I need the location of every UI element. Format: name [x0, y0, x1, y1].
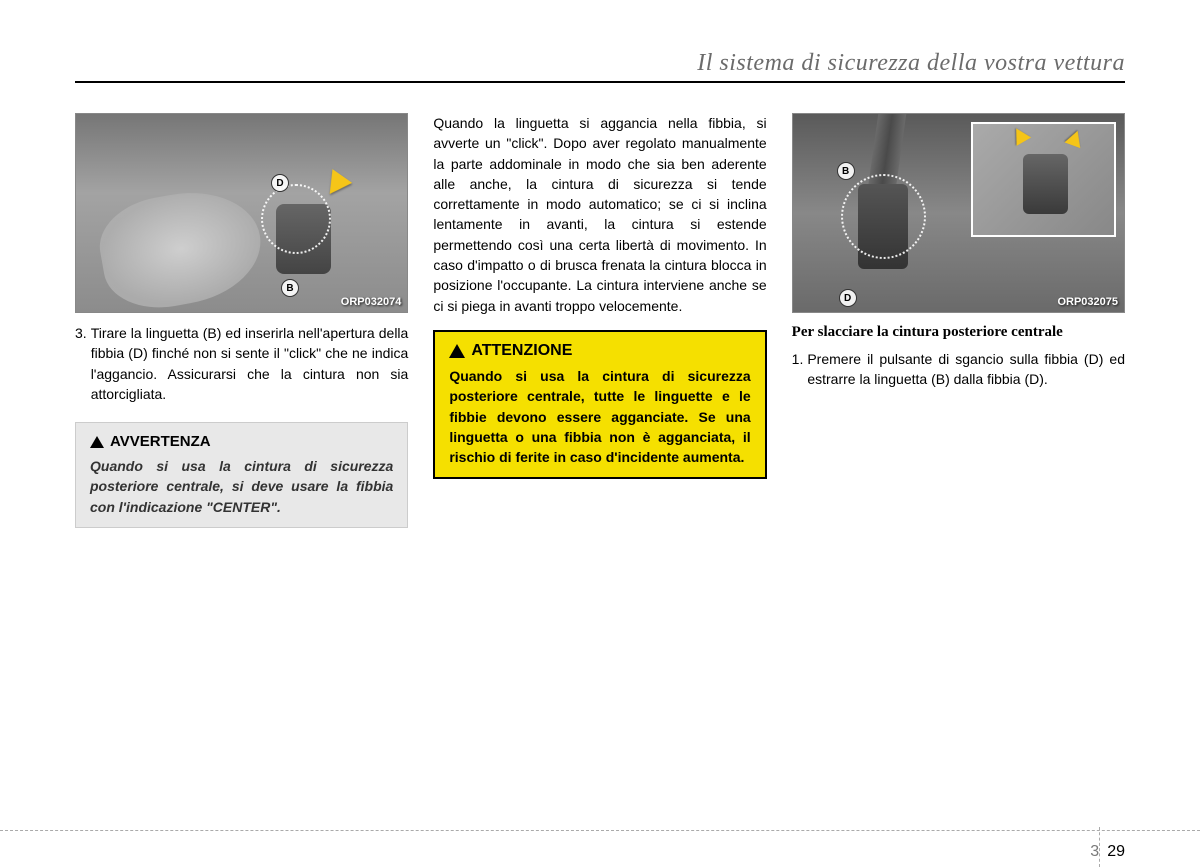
figure2-inset-buckle	[1023, 154, 1068, 214]
callout-d2: D	[839, 289, 857, 307]
caution-box: ATTENZIONE Quando si usa la cintura di s…	[433, 330, 766, 479]
warning-title: AVVERTENZA	[110, 433, 211, 450]
callout-d: D	[271, 174, 289, 192]
column-right: B D ORP032075 Per slacciare la cintura p…	[792, 113, 1125, 528]
figure1-code: ORP032074	[341, 296, 402, 308]
caution-title-row: ATTENZIONE	[449, 342, 750, 360]
center-paragraph: Quando la linguetta si aggancia nella fi…	[433, 113, 766, 316]
figure2-dotted	[841, 174, 926, 259]
content-columns: D B ORP032074 3. Tirare la linguetta (B)…	[75, 113, 1125, 528]
step-number: 1.	[792, 349, 804, 390]
manual-page: Il sistema di sicurezza della vostra vet…	[0, 0, 1200, 861]
figure-1: D B ORP032074	[75, 113, 408, 313]
caution-title: ATTENZIONE	[471, 342, 572, 360]
callout-b2: B	[837, 162, 855, 180]
figure2-arrow1-icon	[1009, 124, 1031, 146]
figure2-code: ORP032075	[1057, 296, 1118, 308]
step-number: 3.	[75, 323, 87, 404]
page-num: 29	[1107, 843, 1125, 861]
header-rule	[75, 81, 1125, 83]
step-1-release: 1. Premere il pulsante di sgancio sulla …	[792, 349, 1125, 390]
step-text: Tirare la linguetta (B) ed inserirla nel…	[91, 323, 409, 404]
callout-b: B	[281, 279, 299, 297]
warning-triangle-icon	[90, 436, 104, 448]
caution-triangle-icon	[449, 344, 465, 358]
page-footer: 3 29	[0, 830, 1200, 841]
figure1-dotted	[261, 184, 331, 254]
caution-body: Quando si usa la cintura di sicurezza po…	[449, 366, 750, 467]
figure-2: B D ORP032075	[792, 113, 1125, 313]
warning-title-row: AVVERTENZA	[90, 433, 393, 450]
chapter-number: 3	[1090, 843, 1099, 861]
figure2-arrow2-icon	[1064, 128, 1085, 148]
column-left: D B ORP032074 3. Tirare la linguetta (B)…	[75, 113, 408, 528]
step-text: Premere il pulsante di sgancio sulla fib…	[807, 349, 1125, 390]
subheading: Per slacciare la cintura posteriore cent…	[792, 323, 1125, 343]
warning-body: Quando si usa la cintura di sicurezza po…	[90, 456, 393, 517]
page-header: Il sistema di sicurezza della vostra vet…	[75, 50, 1125, 83]
figure2-inset	[971, 122, 1116, 237]
page-number: 3 29	[1090, 843, 1125, 861]
header-title: Il sistema di sicurezza della vostra vet…	[75, 50, 1125, 77]
warning-box: AVVERTENZA Quando si usa la cintura di s…	[75, 422, 408, 528]
step-3: 3. Tirare la linguetta (B) ed inserirla …	[75, 323, 408, 404]
column-center: Quando la linguetta si aggancia nella fi…	[433, 113, 766, 528]
